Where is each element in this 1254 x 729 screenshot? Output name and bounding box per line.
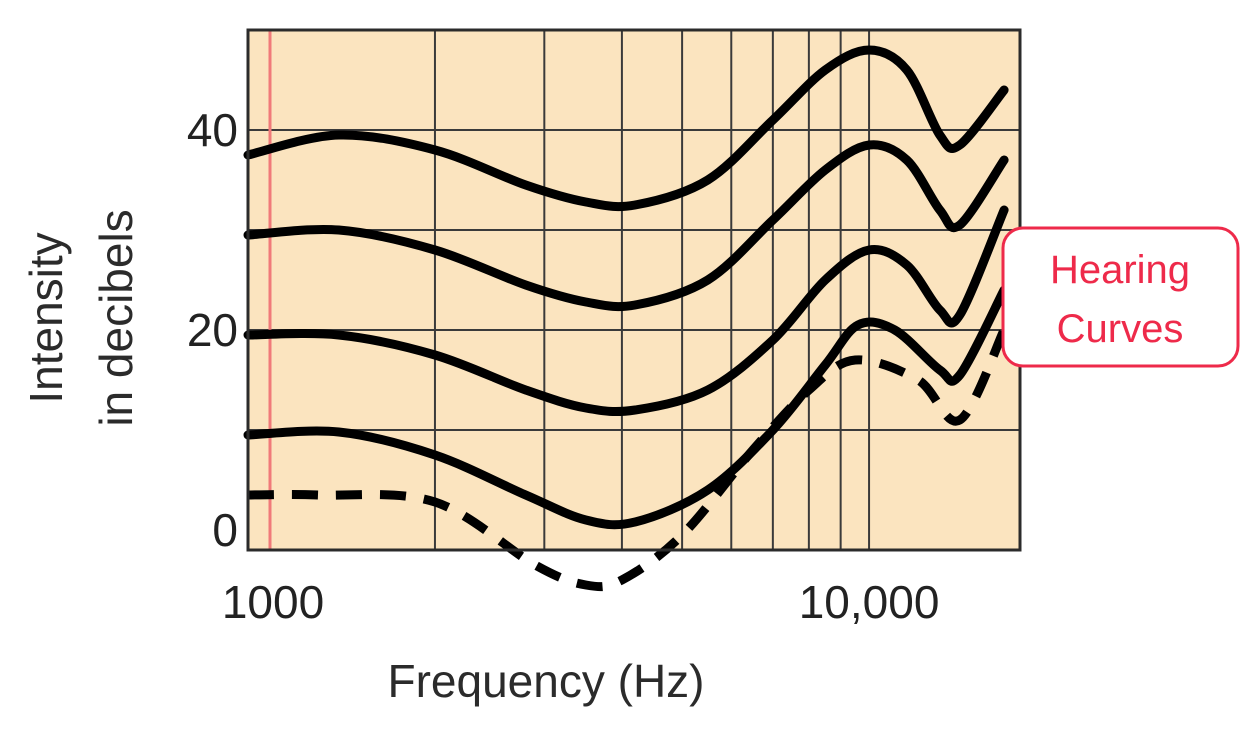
callout-line-1: Hearing	[1050, 248, 1190, 292]
x-tick-labels: 1000 10,000	[222, 576, 940, 628]
series-group	[243, 45, 1009, 592]
hearing-curve-4	[243, 45, 1009, 212]
y-tick-label: 40	[187, 104, 238, 156]
callout-line-2: Curves	[1057, 307, 1184, 351]
callout-box	[1001, 226, 1240, 368]
hearing-curve-3	[243, 140, 1009, 312]
y-tick-label: 20	[187, 304, 238, 356]
y-axis-label-line-1: Intensity	[20, 232, 72, 403]
x-tick-label: 1000	[222, 576, 324, 628]
hearing-curve-1	[243, 285, 1009, 530]
y-tick-label: 0	[212, 504, 238, 556]
hearing-curve-2	[243, 205, 1009, 417]
y-tick-labels: 0 20 40	[187, 104, 238, 556]
hearing-curves-callout: Hearing Curves	[1001, 226, 1240, 368]
x-tick-label: 10,000	[799, 576, 940, 628]
threshold-curve-dashed	[247, 328, 1009, 592]
x-axis-label: Frequency (Hz)	[388, 655, 705, 707]
y-axis-label-line-2: in decibels	[90, 209, 142, 426]
plot-background	[248, 30, 1020, 550]
